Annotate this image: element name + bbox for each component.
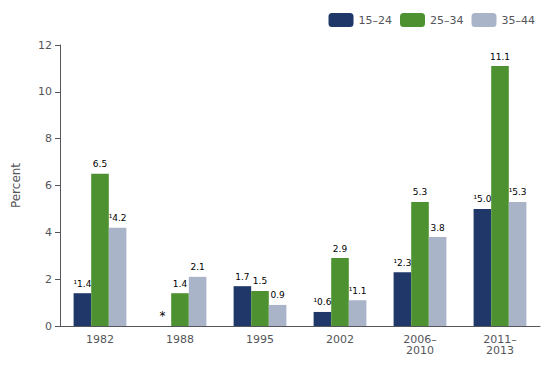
svg-text:¹5.3: ¹5.3: [509, 187, 527, 197]
svg-text:4: 4: [45, 226, 52, 239]
svg-text:1995: 1995: [246, 333, 274, 346]
svg-text:¹5.0: ¹5.0: [473, 194, 491, 204]
svg-text:*: *: [159, 309, 165, 323]
svg-text:2010: 2010: [406, 344, 434, 357]
svg-text:25–34: 25–34: [430, 14, 464, 27]
svg-text:11.1: 11.1: [490, 52, 510, 62]
svg-text:35–44: 35–44: [502, 14, 535, 27]
svg-text:1988: 1988: [166, 333, 194, 346]
svg-text:2.9: 2.9: [333, 244, 348, 254]
svg-text:Percent: Percent: [9, 163, 23, 208]
svg-text:0.9: 0.9: [270, 290, 285, 300]
svg-text:2006–: 2006–: [403, 333, 437, 346]
svg-text:5.3: 5.3: [413, 187, 427, 197]
svg-text:¹1.4: ¹1.4: [73, 279, 91, 289]
svg-text:2002: 2002: [326, 333, 354, 346]
svg-text:2013: 2013: [486, 344, 514, 357]
svg-text:3.8: 3.8: [430, 223, 445, 233]
svg-text:¹4.2: ¹4.2: [109, 213, 127, 223]
svg-text:2.1: 2.1: [190, 262, 204, 272]
svg-text:¹0.6: ¹0.6: [313, 297, 331, 307]
svg-text:1982: 1982: [86, 333, 114, 346]
svg-text:1.7: 1.7: [235, 272, 249, 282]
svg-text:2011–: 2011–: [483, 333, 517, 346]
svg-text:0: 0: [45, 320, 52, 333]
svg-text:¹1.1: ¹1.1: [349, 286, 367, 296]
svg-text:2: 2: [45, 273, 52, 286]
svg-text:6.5: 6.5: [93, 159, 107, 169]
svg-text:8: 8: [45, 132, 52, 145]
svg-text:12: 12: [38, 39, 52, 52]
svg-text:15–24: 15–24: [359, 14, 393, 27]
svg-text:6: 6: [45, 179, 52, 192]
svg-text:1.4: 1.4: [173, 279, 188, 289]
svg-text:¹2.3: ¹2.3: [393, 258, 411, 268]
svg-text:1.5: 1.5: [253, 276, 267, 286]
svg-text:10: 10: [38, 85, 52, 98]
